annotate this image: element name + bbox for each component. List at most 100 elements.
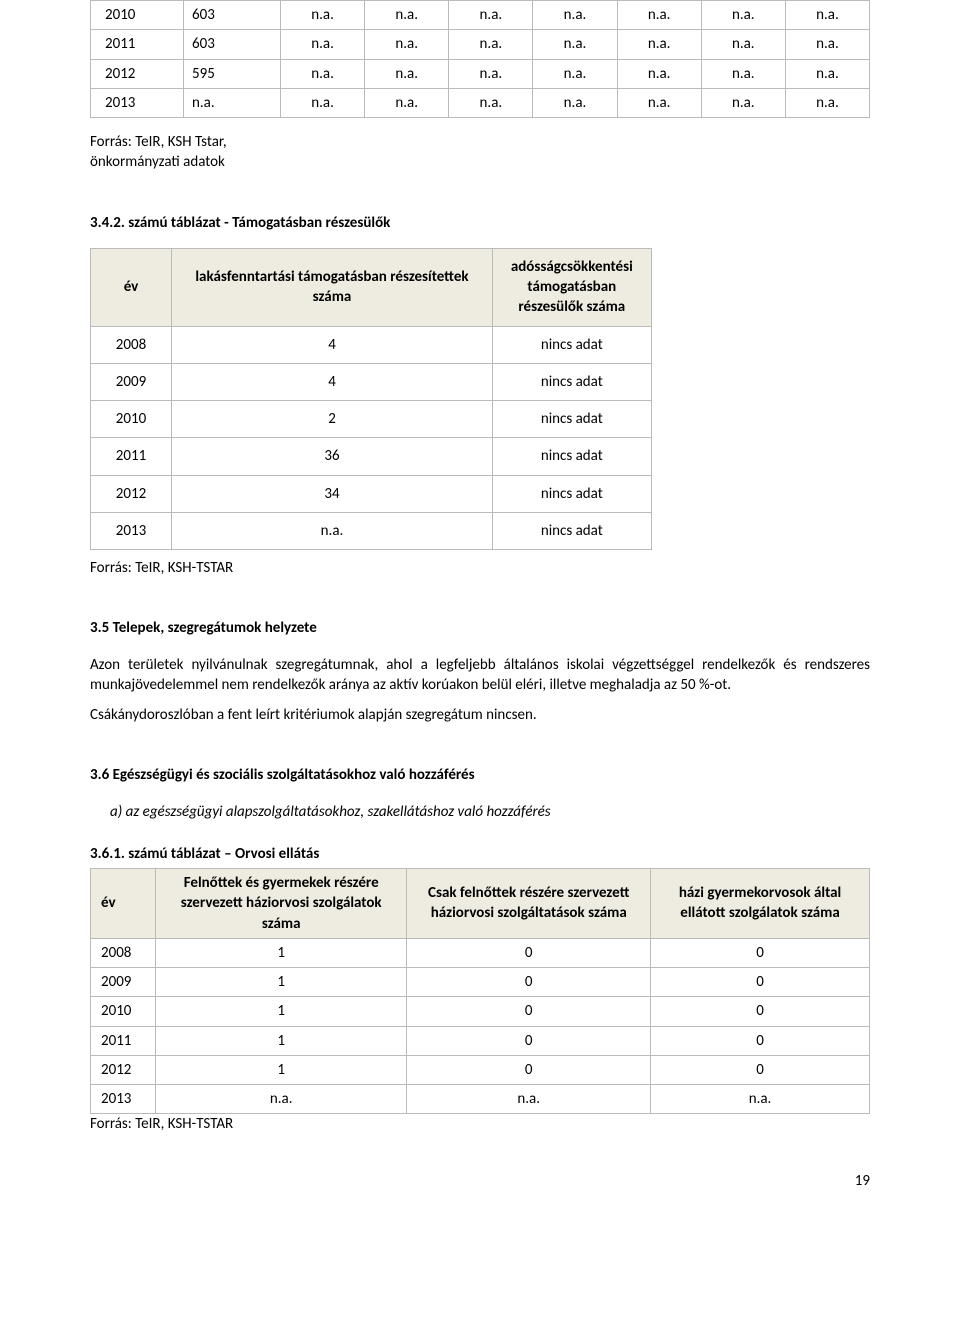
source-line-2: önkormányzati adatok (90, 153, 225, 171)
table-cell: 1 (156, 997, 407, 1026)
table-cell: 2010 (91, 997, 156, 1026)
section-36-subpoint-a: a) az egészségügyi alapszolgáltatásokhoz… (110, 802, 870, 822)
table-cell: 0 (651, 1026, 870, 1055)
page-number: 19 (855, 1171, 870, 1191)
source-line-1: Forrás: TeIR, KSH Tstar, (90, 133, 227, 151)
table-cell: n.a. (281, 30, 365, 59)
table-header-cell: Csak felnőttek részére szervezett házior… (407, 869, 651, 939)
table-cell: n.a. (156, 1085, 407, 1114)
table-header-cell: lakásfenntartási támogatásban részesítet… (172, 248, 493, 326)
table-cell: 603 (184, 30, 281, 59)
table-cell: 2011 (91, 1026, 156, 1055)
table-cell: 2011 (91, 438, 172, 475)
table-cell: n.a. (365, 59, 449, 88)
table-header-cell: adósságcsökkentési támogatásban részesül… (493, 248, 652, 326)
table-cell: 0 (651, 997, 870, 1026)
table-cell: 0 (407, 938, 651, 967)
table-cell: 2010 (91, 401, 172, 438)
source-note-1: Forrás: TeIR, KSH Tstar, önkormányzati a… (90, 132, 870, 173)
table-header-cell: év (91, 248, 172, 326)
table-cell: n.a. (365, 1, 449, 30)
table-cell: 0 (651, 938, 870, 967)
table-cell: nincs adat (493, 475, 652, 512)
table-cell: 603 (184, 1, 281, 30)
table-cell: 2013 (91, 512, 172, 549)
table-cell: 0 (407, 968, 651, 997)
table-cell: n.a. (407, 1085, 651, 1114)
table-cell: n.a. (365, 30, 449, 59)
table3-title: 3.6.1. számú táblázat – Orvosi ellátás (90, 844, 870, 864)
table-cell: n.a. (701, 30, 785, 59)
table-cell: n.a. (449, 88, 533, 117)
table-cell: nincs adat (493, 363, 652, 400)
table-cell: n.a. (785, 30, 869, 59)
table-cell: 1 (156, 1026, 407, 1055)
table-cell: 2008 (91, 326, 172, 363)
table-header-cell: év (91, 869, 156, 939)
table-cell: n.a. (449, 59, 533, 88)
table-cell: 4 (172, 363, 493, 400)
table-cell: 2012 (91, 475, 172, 512)
table-cell: n.a. (651, 1085, 870, 1114)
source-note-3: Forrás: TeIR, KSH-TSTAR (90, 1114, 870, 1134)
table-cell: n.a. (785, 59, 869, 88)
section-35-para-1: Azon területek nyilvánulnak szegregátumn… (90, 655, 870, 696)
table-cell: 595 (184, 59, 281, 88)
table-cell: n.a. (184, 88, 281, 117)
data-table-3: évFelnőttek és gyermekek részére szervez… (90, 868, 870, 1114)
table-cell: n.a. (785, 1, 869, 30)
table-cell: n.a. (449, 1, 533, 30)
data-table-2: évlakásfenntartási támogatásban részesít… (90, 248, 652, 550)
table-cell: 4 (172, 326, 493, 363)
table-cell: 2009 (91, 968, 156, 997)
table-cell: 1 (156, 968, 407, 997)
table-cell: 0 (651, 1055, 870, 1084)
table-cell: 2011 (91, 30, 184, 59)
section-35-para-2: Csákánydoroszlóban a fent leírt kritériu… (90, 705, 870, 725)
table-cell: n.a. (617, 59, 701, 88)
table-cell: 2 (172, 401, 493, 438)
table-cell: 2010 (91, 1, 184, 30)
source-note-2: Forrás: TeIR, KSH-TSTAR (90, 558, 870, 578)
table-cell: n.a. (533, 59, 617, 88)
table-cell: n.a. (617, 1, 701, 30)
table-cell: 34 (172, 475, 493, 512)
table-cell: n.a. (785, 88, 869, 117)
table-cell: 0 (407, 1055, 651, 1084)
table-cell: n.a. (365, 88, 449, 117)
table-cell: 0 (407, 1026, 651, 1055)
table-cell: n.a. (617, 88, 701, 117)
table-cell: n.a. (701, 59, 785, 88)
table-cell: nincs adat (493, 438, 652, 475)
table-cell: n.a. (449, 30, 533, 59)
table-cell: 2012 (91, 59, 184, 88)
data-table-1: 2010603n.a.n.a.n.a.n.a.n.a.n.a.n.a.20116… (90, 0, 870, 118)
table-cell: n.a. (172, 512, 493, 549)
table-cell: n.a. (281, 1, 365, 30)
table-cell: n.a. (281, 88, 365, 117)
table-cell: 0 (651, 968, 870, 997)
table-cell: 1 (156, 1055, 407, 1084)
table-cell: 1 (156, 938, 407, 967)
table-cell: 2013 (91, 88, 184, 117)
table-cell: nincs adat (493, 401, 652, 438)
table-cell: n.a. (533, 30, 617, 59)
table-cell: n.a. (701, 1, 785, 30)
table-header-cell: Felnőttek és gyermekek részére szervezet… (156, 869, 407, 939)
table-cell: n.a. (533, 1, 617, 30)
table2-title: 3.4.2. számú táblázat - Támogatásban rés… (90, 213, 870, 233)
table-cell: n.a. (533, 88, 617, 117)
table-cell: 36 (172, 438, 493, 475)
table-cell: n.a. (617, 30, 701, 59)
table-cell: 2009 (91, 363, 172, 400)
table-cell: 2013 (91, 1085, 156, 1114)
section-35-title: 3.5 Telepek, szegregátumok helyzete (90, 618, 870, 638)
table-cell: 2008 (91, 938, 156, 967)
table-cell: nincs adat (493, 326, 652, 363)
table-cell: n.a. (701, 88, 785, 117)
section-36-title: 3.6 Egészségügyi és szociális szolgáltat… (90, 765, 870, 785)
table-cell: 2012 (91, 1055, 156, 1084)
table-header-cell: házi gyermekorvosok által ellátott szolg… (651, 869, 870, 939)
table-cell: nincs adat (493, 512, 652, 549)
table-cell: 0 (407, 997, 651, 1026)
